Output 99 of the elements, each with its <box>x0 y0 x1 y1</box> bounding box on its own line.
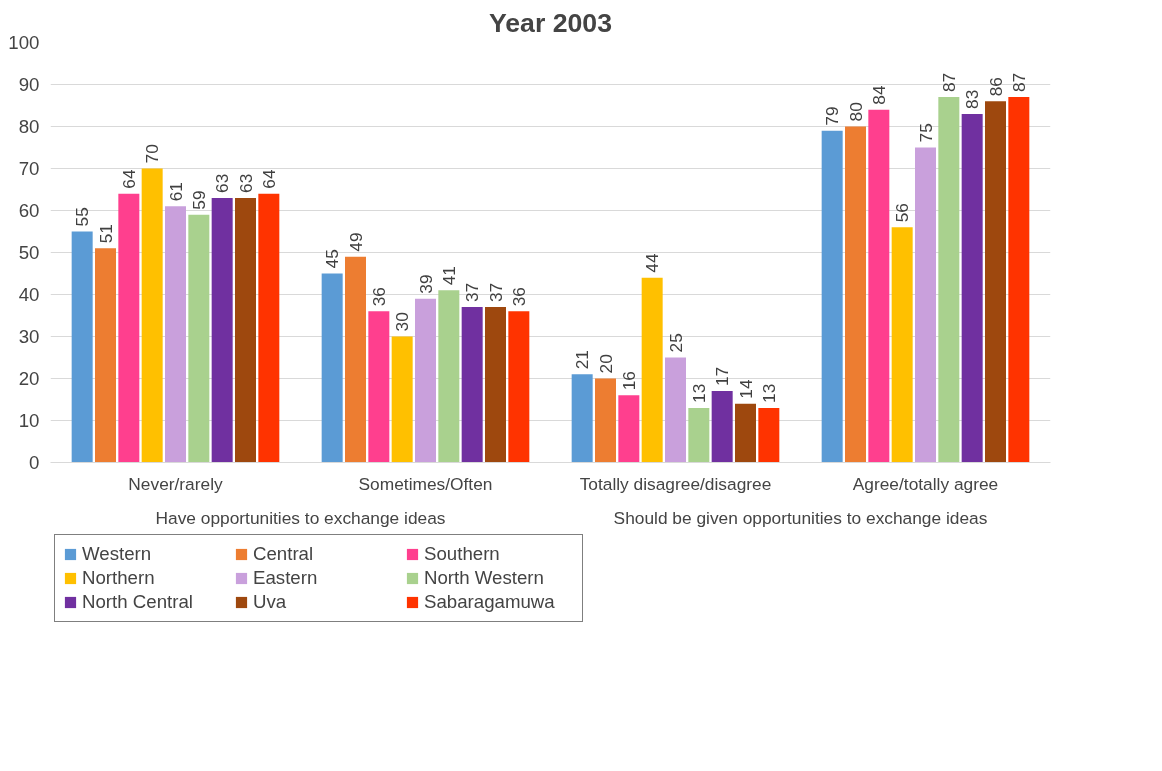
bar <box>641 277 663 463</box>
chart-title: Year 2003 <box>488 7 613 38</box>
data-label: 87 <box>938 72 959 93</box>
data-label: 37 <box>485 282 506 303</box>
legend-label: Western <box>82 543 153 565</box>
data-label: 55 <box>72 207 93 227</box>
data-label: 83 <box>962 89 983 109</box>
bar <box>665 357 686 463</box>
bar <box>938 97 960 463</box>
data-label: 13 <box>688 383 709 403</box>
data-label: 51 <box>95 224 116 244</box>
legend-label: Eastern <box>253 567 319 589</box>
legend-label: Uva <box>253 591 288 613</box>
data-label: 86 <box>985 77 1006 97</box>
y-tick-label: 20 <box>18 368 40 389</box>
data-label: 75 <box>915 123 936 143</box>
bar <box>211 197 233 463</box>
bar <box>345 256 366 463</box>
bar <box>711 391 733 463</box>
bar <box>868 109 890 463</box>
data-label: 87 <box>1008 72 1029 93</box>
y-tick-label: 50 <box>18 242 40 263</box>
data-label: 37 <box>462 282 483 303</box>
bar <box>1008 97 1030 463</box>
y-tick-label: 60 <box>18 200 40 221</box>
bar <box>415 298 436 463</box>
y-tick-label: 100 <box>8 32 40 53</box>
data-label: 20 <box>595 354 616 374</box>
bar <box>821 130 843 463</box>
data-label: 39 <box>415 274 436 294</box>
x-tick-label: Agree/totally agree <box>852 473 999 494</box>
bar <box>235 197 256 463</box>
data-label: 16 <box>618 371 639 391</box>
bar <box>118 193 140 463</box>
bar <box>71 231 93 463</box>
legend-label: Southern <box>424 543 501 565</box>
data-label: 56 <box>892 203 913 223</box>
data-label: 80 <box>845 102 866 122</box>
data-label: 61 <box>165 182 186 202</box>
y-tick-label: 70 <box>18 158 40 179</box>
bar <box>485 307 506 463</box>
y-tick-label: 0 <box>29 452 40 473</box>
data-label: 45 <box>322 249 343 269</box>
x-tick-label: Never/rarely <box>128 473 224 494</box>
y-tick-label: 10 <box>18 410 40 431</box>
x-tick-label: Sometimes/Often <box>358 473 493 494</box>
y-tick-label: 90 <box>18 74 40 95</box>
data-label: 59 <box>188 190 209 210</box>
data-label: 17 <box>712 366 733 387</box>
data-label: 64 <box>258 169 279 189</box>
data-label: 25 <box>665 333 686 353</box>
bar <box>688 407 710 463</box>
bar <box>845 126 866 463</box>
bar <box>985 101 1006 463</box>
legend-label: Northern <box>82 567 156 589</box>
data-label: 49 <box>345 232 366 252</box>
bar <box>915 147 936 463</box>
text: Should be given opportunities to exchange ideas <box>613 507 988 528</box>
data-label: 84 <box>868 85 889 105</box>
data-label: 36 <box>508 287 529 307</box>
legend-label: Central <box>253 543 315 565</box>
bar <box>595 378 616 463</box>
y-tick-label: 80 <box>18 116 40 137</box>
data-label: 36 <box>368 287 389 307</box>
bar <box>391 336 413 463</box>
data-label: 13 <box>758 383 779 403</box>
data-label: 63 <box>212 173 233 193</box>
x-tick-label: Totally disagree/disagree <box>579 473 772 494</box>
bar <box>961 113 983 463</box>
bar <box>735 403 756 463</box>
bar <box>438 290 460 463</box>
bar <box>618 395 640 463</box>
bar <box>758 407 780 463</box>
legend-label: North Western <box>424 567 545 589</box>
bar <box>321 273 343 463</box>
bar <box>188 214 210 463</box>
bar <box>95 248 116 463</box>
bar <box>461 307 483 463</box>
bar <box>141 168 163 463</box>
data-label: 21 <box>572 350 593 370</box>
data-label: 70 <box>142 144 163 164</box>
bar <box>508 311 530 463</box>
bar <box>891 227 913 463</box>
data-label: 63 <box>235 173 256 193</box>
y-tick-label: 40 <box>18 284 40 305</box>
legend-label: Sabaragamuwa <box>424 591 556 613</box>
legend-label: North Central <box>82 591 194 613</box>
data-label: 79 <box>822 106 843 126</box>
data-label: 14 <box>735 379 756 399</box>
bar <box>258 193 280 463</box>
text: Have opportunities to exchange ideas <box>155 507 446 528</box>
data-label: 44 <box>642 253 663 273</box>
bar <box>571 374 593 463</box>
bar <box>165 206 186 463</box>
data-label: 30 <box>392 312 413 332</box>
y-tick-label: 30 <box>18 326 40 347</box>
bar <box>368 311 390 463</box>
data-label: 64 <box>118 169 139 189</box>
data-label: 41 <box>438 266 459 286</box>
